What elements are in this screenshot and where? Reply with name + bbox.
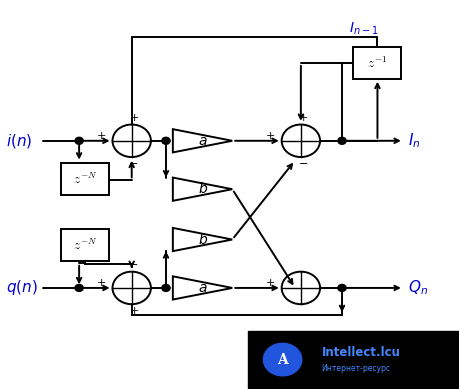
Polygon shape bbox=[173, 129, 232, 152]
Text: $z^{-N}$: $z^{-N}$ bbox=[73, 172, 97, 187]
Text: Интернет-ресурс: Интернет-ресурс bbox=[321, 364, 390, 373]
Circle shape bbox=[337, 284, 345, 291]
Polygon shape bbox=[173, 277, 232, 300]
Circle shape bbox=[75, 284, 83, 291]
Text: a: a bbox=[198, 281, 207, 295]
Text: $I_n$: $I_n$ bbox=[408, 131, 420, 150]
Circle shape bbox=[162, 137, 170, 144]
FancyBboxPatch shape bbox=[61, 163, 109, 195]
Text: +: + bbox=[129, 306, 138, 316]
Text: −: − bbox=[298, 159, 307, 169]
Text: $I_{n-1}$: $I_{n-1}$ bbox=[348, 21, 377, 37]
Text: +: + bbox=[96, 131, 106, 141]
Text: Intellect.lcu: Intellect.lcu bbox=[321, 346, 399, 359]
Circle shape bbox=[337, 137, 345, 144]
Text: a: a bbox=[198, 134, 207, 148]
Text: +: + bbox=[298, 113, 307, 122]
FancyBboxPatch shape bbox=[353, 47, 401, 79]
Polygon shape bbox=[173, 228, 232, 251]
Text: +: + bbox=[96, 278, 106, 288]
Text: $z^{-N}$: $z^{-N}$ bbox=[73, 237, 97, 253]
Text: $z^{-1}$: $z^{-1}$ bbox=[367, 55, 386, 71]
Polygon shape bbox=[173, 177, 232, 201]
Text: −: − bbox=[129, 159, 138, 169]
Text: $i(n)$: $i(n)$ bbox=[6, 132, 32, 150]
Text: +: + bbox=[129, 113, 138, 122]
Circle shape bbox=[75, 137, 83, 144]
Text: $q(n)$: $q(n)$ bbox=[6, 278, 38, 298]
Circle shape bbox=[263, 343, 301, 376]
Text: −: − bbox=[129, 260, 138, 270]
Text: +: + bbox=[265, 131, 274, 141]
FancyBboxPatch shape bbox=[61, 229, 109, 261]
Text: $Q_n$: $Q_n$ bbox=[408, 278, 427, 297]
Text: A: A bbox=[277, 353, 287, 367]
Text: b: b bbox=[198, 232, 207, 246]
Text: b: b bbox=[198, 182, 207, 196]
Text: +: + bbox=[265, 278, 274, 288]
FancyBboxPatch shape bbox=[248, 331, 458, 388]
Circle shape bbox=[162, 284, 170, 291]
